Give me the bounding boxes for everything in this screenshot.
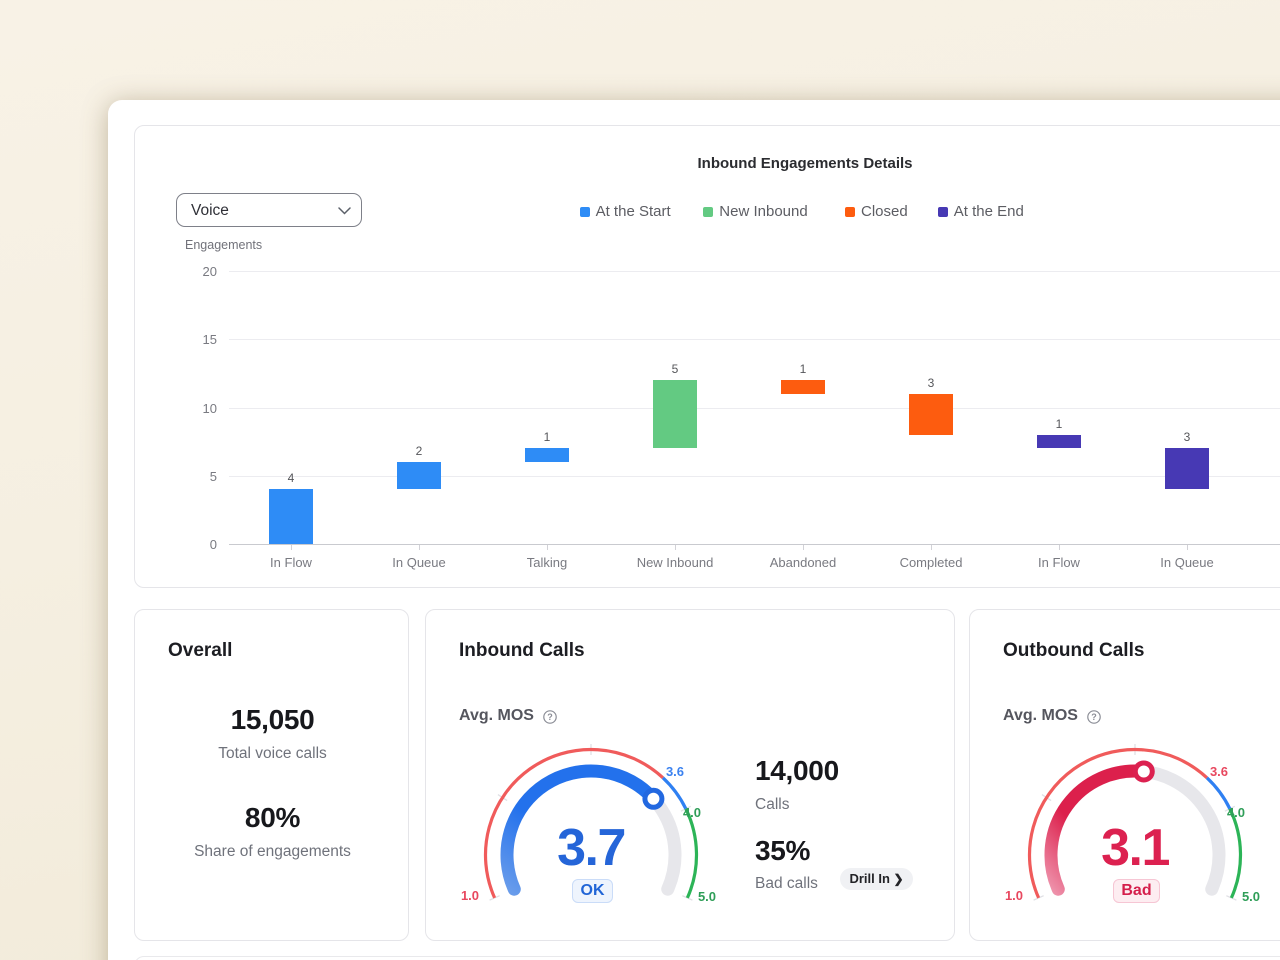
svg-text:?: ? xyxy=(547,712,553,722)
svg-text:?: ? xyxy=(1091,712,1097,722)
